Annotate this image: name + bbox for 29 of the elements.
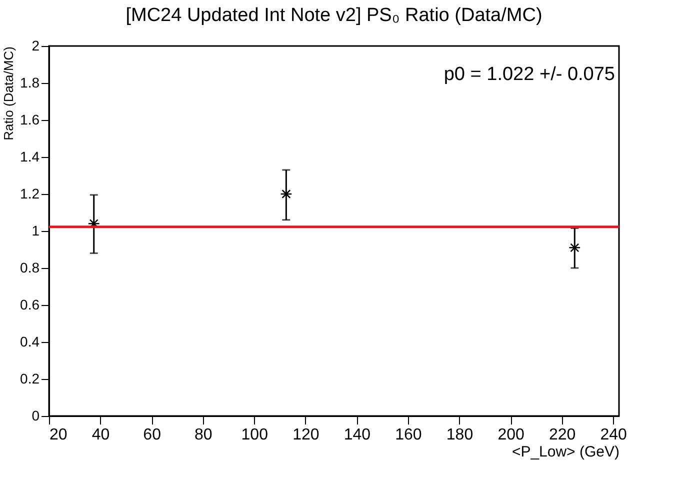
- x-tick-label: 100: [241, 426, 268, 444]
- x-axis-title: <P_Low> (GeV): [512, 444, 620, 460]
- y-tick-label: 0: [32, 408, 40, 424]
- x-tick-label: 20: [50, 426, 68, 444]
- y-tick-label: 2: [32, 38, 40, 54]
- y-tick-label: 0.6: [20, 296, 40, 312]
- x-tick-label: 60: [143, 426, 162, 444]
- y-tick-label: 1.8: [20, 74, 40, 90]
- y-tick-label: 1.4: [20, 148, 40, 164]
- annotation: p0 = 1.022 +/- 0.075: [444, 64, 615, 85]
- y-tick-label: 0.4: [20, 334, 40, 350]
- x-tick-label: 40: [92, 426, 110, 444]
- y-tick-label: 0.2: [20, 370, 40, 386]
- y-tick-label: 1.6: [20, 112, 40, 128]
- x-tick-label: 80: [194, 426, 212, 444]
- x-tick-label: 160: [395, 426, 422, 444]
- x-tick-label: 240: [600, 426, 628, 444]
- y-axis-title: Ratio (Data/MC): [1, 46, 16, 140]
- x-tick-label: 180: [446, 426, 474, 444]
- y-tick-label: 1.2: [20, 186, 40, 202]
- x-tick-label: 120: [292, 426, 320, 444]
- y-tick-label: 0.8: [20, 260, 40, 276]
- x-tick-label: 220: [548, 426, 576, 444]
- chart-title: [MC24 Updated Int Note v2] PS₀ Ratio (Data/MC): [126, 5, 542, 26]
- x-tick-label: 140: [344, 426, 371, 444]
- point: [280, 189, 292, 199]
- y-tick-label: 1: [32, 222, 40, 238]
- x-tick-label: 200: [498, 426, 524, 444]
- point: [568, 243, 581, 252]
